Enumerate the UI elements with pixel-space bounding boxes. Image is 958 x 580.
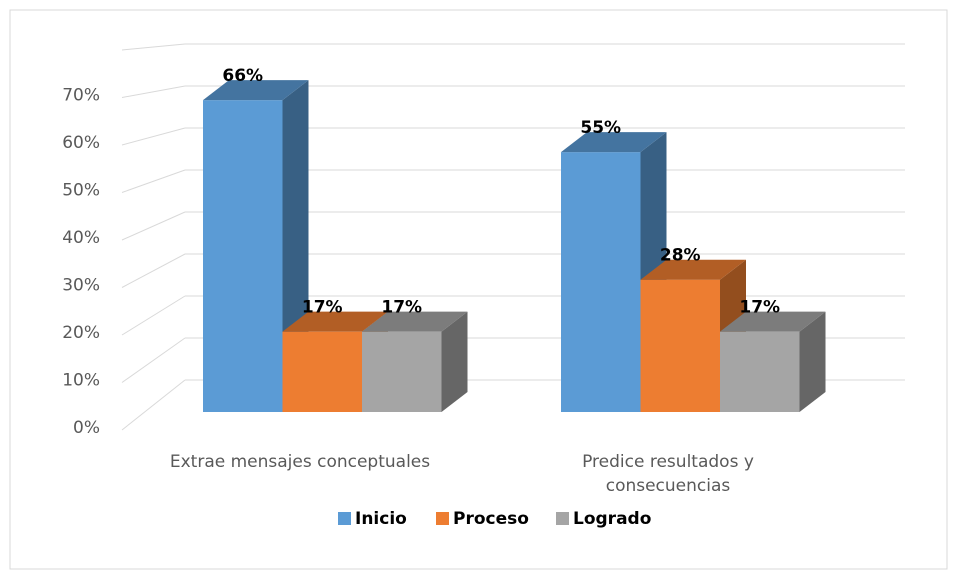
data-label: 17% (739, 298, 780, 318)
y-tick-label: 50% (62, 181, 100, 201)
grid-line (121, 169, 186, 193)
grid-line (121, 295, 186, 336)
grid-line (121, 85, 186, 98)
grid-line (121, 43, 186, 51)
bar (640, 279, 720, 412)
legend-label: Logrado (573, 509, 651, 529)
bar-top (203, 80, 309, 101)
legend-swatch (436, 512, 449, 525)
x-tick-label: Extrae mensajes conceptuales (169, 452, 431, 472)
bar (282, 331, 362, 412)
y-tick-label: 20% (62, 323, 100, 343)
data-label: 28% (660, 246, 701, 266)
y-tick-label: 60% (62, 133, 100, 153)
grid-line (121, 127, 186, 146)
chart-border (9, 9, 948, 570)
legend-swatch (338, 512, 351, 525)
bar (203, 100, 283, 413)
bar (720, 331, 800, 412)
legend-label: Inicio (355, 509, 407, 529)
grid-line (121, 211, 186, 241)
y-tick-label: 0% (73, 418, 100, 438)
y-tick-label: 30% (62, 276, 100, 296)
bar-top (640, 259, 746, 280)
bar-top (282, 311, 388, 332)
y-tick-label: 10% (62, 371, 100, 391)
legend-label: Proceso (453, 509, 529, 529)
data-label: 17% (381, 298, 422, 318)
bar-top (561, 132, 667, 153)
y-tick-label: 40% (62, 228, 100, 248)
data-label: 17% (302, 298, 343, 318)
y-tick-label: 70% (62, 86, 100, 106)
bar-side (799, 311, 826, 412)
grid-line (121, 337, 186, 383)
legend-swatch (556, 512, 569, 525)
x-tick-label: Predice resultados y consecuencias (582, 452, 754, 496)
bar-top (362, 311, 468, 332)
bar-top (720, 311, 826, 332)
data-label: 66% (222, 66, 263, 86)
bar (362, 331, 442, 412)
grid-line (121, 253, 186, 288)
bar (561, 152, 641, 412)
grid-line (121, 379, 186, 431)
bar-side (441, 311, 468, 412)
data-label: 55% (580, 118, 621, 138)
